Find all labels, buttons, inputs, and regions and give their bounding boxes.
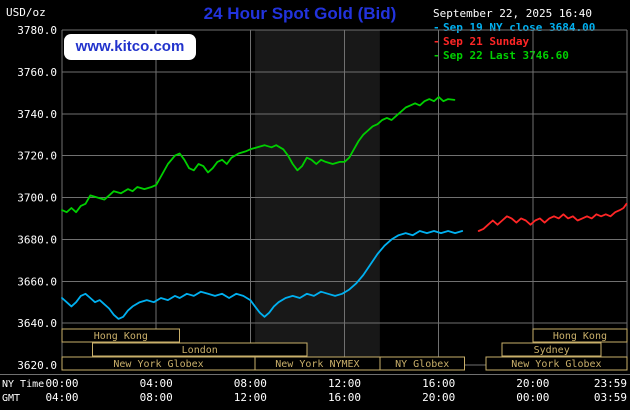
y-axis-tick-label: 3660.0 [17, 275, 57, 288]
legend-item-sep22: - Sep 22 Last 3746.60 [433, 49, 630, 63]
session-box [532, 328, 628, 343]
y-axis-tick-label: 3740.0 [17, 108, 57, 121]
y-axis-units-label: USD/oz [6, 6, 46, 19]
series-line-sep-22-last [61, 96, 456, 214]
y-axis-tick-label: 3680.0 [17, 233, 57, 246]
session-box [61, 328, 181, 343]
x-axis-tick-label: 16:00 [422, 377, 455, 390]
y-axis-tick-label: 3720.0 [17, 150, 57, 163]
y-axis-tick-label: 3780.0 [17, 24, 57, 37]
x-axis-tick-label: 00:00 [516, 391, 549, 404]
time-row-label: GMT [2, 393, 20, 404]
x-axis-tick-label: 12:00 [328, 377, 361, 390]
x-axis-tick-label: 08:00 [234, 377, 267, 390]
session-label: New York NYMEX [275, 359, 359, 370]
x-axis-tick-label: 16:00 [328, 391, 361, 404]
legend-dash-icon: - [433, 21, 440, 34]
legend-dash-icon: - [433, 35, 440, 48]
session-label: New York Globex [113, 359, 203, 370]
legend-label: Sep 22 Last 3746.60 [443, 49, 569, 62]
x-axis-tick-label: 03:59 [594, 391, 627, 404]
session-label: New York Globex [511, 359, 601, 370]
session-label: Sydney [534, 345, 570, 356]
x-axis-tick-label: 20:00 [516, 377, 549, 390]
legend-label: Sep 19 NY close 3684.00 [443, 21, 596, 34]
legend-item-sep21: - Sep 21 Sunday [433, 35, 630, 49]
chart-datetime: September 22, 2025 16:40 [433, 7, 592, 20]
session-box [485, 356, 628, 371]
y-axis-tick-label: 3620.0 [17, 359, 57, 372]
x-axis-tick-label: 04:00 [45, 391, 78, 404]
session-box [379, 356, 466, 371]
legend-item-sep19: - Sep 19 NY close 3684.00 [433, 21, 630, 35]
series-line-sep-21-sunday [477, 202, 628, 232]
x-axis-tick-label: 08:00 [140, 391, 173, 404]
time-row-label: NY Time [2, 379, 44, 390]
session-label: NY Globex [395, 359, 449, 370]
y-axis-tick-label: 3700.0 [17, 192, 57, 205]
datetime-legend-block: September 22, 2025 16:40 - Sep 19 NY clos… [433, 7, 630, 63]
x-axis-tick-label: 20:00 [422, 391, 455, 404]
legend-dash-icon: - [433, 49, 440, 62]
session-box [501, 342, 602, 357]
y-axis-tick-label: 3640.0 [17, 317, 57, 330]
session-label: Hong Kong [94, 331, 148, 342]
series-line-sep-19-ny-close [61, 230, 464, 320]
x-axis-tick-label: 00:00 [45, 377, 78, 390]
page-title: 24 Hour Spot Gold (Bid) [203, 4, 397, 23]
session-box [92, 342, 308, 357]
y-axis-tick-label: 3760.0 [17, 66, 57, 79]
session-label: Hong Kong [553, 331, 607, 342]
x-axis-tick-label: 04:00 [140, 377, 173, 390]
x-axis-tick-label: 12:00 [234, 391, 267, 404]
x-axis-tick-label: 23:59 [594, 377, 627, 390]
session-label: London [182, 345, 218, 356]
legend-label: Sep 21 Sunday [443, 35, 530, 48]
kitco-watermark-link[interactable]: www.kitco.com [64, 34, 196, 60]
